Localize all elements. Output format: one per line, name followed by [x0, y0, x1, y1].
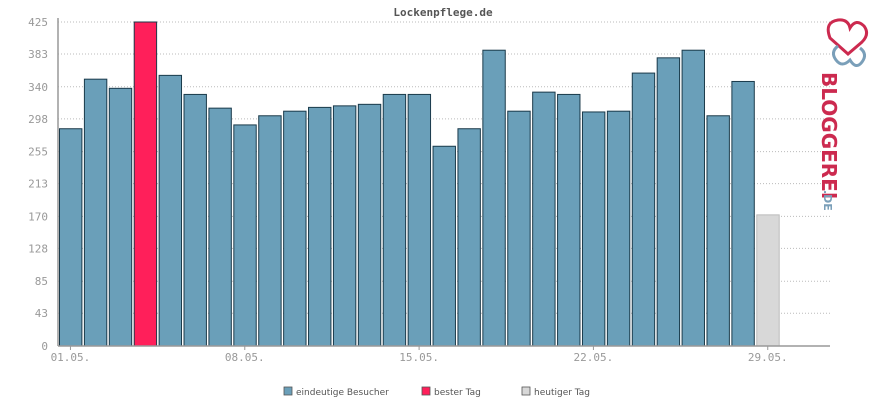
bar: [706, 115, 730, 347]
legend-label: bester Tag: [434, 388, 481, 398]
bar: [108, 87, 133, 347]
y-tick-label: 425: [28, 16, 48, 29]
x-tick-label: 22.05.: [574, 351, 614, 364]
y-tick-label: 85: [35, 275, 48, 288]
bar: [357, 103, 382, 347]
bar: [731, 80, 755, 347]
y-tick-label: 298: [28, 113, 48, 126]
bar-best-day: [133, 21, 158, 347]
y-tick-label: 128: [28, 242, 48, 255]
bar: [308, 106, 332, 347]
bar: [432, 145, 456, 347]
bar-series: [59, 21, 780, 347]
bar: [482, 49, 506, 347]
x-axis: 01.05. 08.05. 15.05. 22.05. 29.05.: [51, 18, 830, 364]
x-tick-label: 01.05.: [51, 351, 91, 364]
bar: [656, 57, 681, 347]
bar-today: [756, 214, 780, 347]
bar: [59, 128, 83, 347]
y-axis: 0 43 85 128 170 213 255 298 340 383 425: [28, 16, 48, 353]
bar: [208, 107, 232, 347]
legend-item: eindeutige Besucher: [283, 386, 389, 398]
legend-swatch: [521, 386, 531, 396]
bar: [382, 93, 407, 347]
bloggerei-logo-mark-icon: [826, 18, 869, 67]
x-tick-label: 29.05.: [748, 351, 788, 364]
y-tick-label: 340: [28, 81, 48, 94]
x-tick-label: 08.05.: [225, 351, 265, 364]
bar: [258, 115, 282, 347]
y-tick-label: 255: [28, 146, 48, 159]
bar: [532, 91, 556, 347]
bar: [83, 78, 108, 347]
legend-label: heutiger Tag: [534, 388, 590, 398]
bar: [681, 49, 705, 347]
x-tick-label: 15.05.: [399, 351, 439, 364]
legend-label: eindeutige Besucher: [296, 388, 389, 398]
bar: [233, 124, 257, 347]
bar: [507, 110, 531, 347]
bar: [606, 110, 631, 347]
bar: [158, 74, 183, 347]
bar: [183, 93, 207, 347]
chart-title: Lockenpflege.de: [393, 6, 493, 19]
bar: [457, 128, 481, 347]
legend-item: heutiger Tag: [521, 386, 590, 398]
legend-item: bester Tag: [421, 386, 481, 398]
legend-swatch: [421, 386, 431, 396]
bloggerei-logo-suffix: .DE: [821, 190, 834, 211]
bar: [407, 93, 432, 347]
bar: [332, 105, 357, 347]
bar: [581, 111, 606, 347]
legend-swatch: [283, 386, 293, 396]
y-tick-label: 170: [28, 210, 48, 223]
bloggerei-logo-text: BLOGGEREI: [817, 72, 841, 199]
bloggerei-logo[interactable]: BLOGGEREI .DE: [817, 18, 869, 211]
y-tick-label: 43: [35, 307, 48, 320]
legend: eindeutige Besucher bester Tag heutiger Ta…: [283, 386, 590, 398]
bar: [631, 72, 656, 347]
y-tick-label: 0: [41, 340, 48, 353]
bar: [283, 110, 307, 347]
y-tick-label: 213: [28, 178, 48, 191]
y-tick-label: 383: [28, 48, 48, 61]
bar: [557, 93, 581, 347]
